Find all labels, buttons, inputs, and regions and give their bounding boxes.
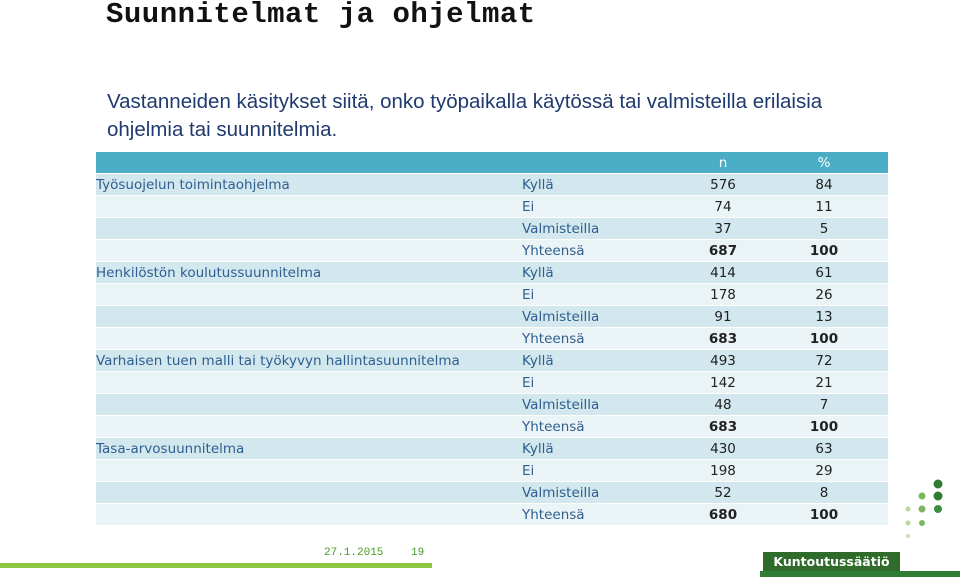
header-pct: % — [817, 154, 831, 171]
program-cell — [96, 416, 522, 437]
answer-cell: Valmisteilla — [522, 484, 600, 501]
answer-cell: Kyllä — [522, 176, 554, 193]
answer-cell: Valmisteilla — [522, 396, 600, 413]
n-cell: 683 — [708, 330, 738, 347]
brand-logo: Kuntoutussäätiö — [763, 552, 900, 571]
program-cell — [96, 284, 522, 305]
percent-cell: 11 — [815, 198, 833, 215]
table-row: Yhteensä 683 100 — [96, 328, 888, 349]
header-n: n — [718, 154, 728, 171]
header-answer — [522, 152, 686, 173]
n-cell: 37 — [714, 220, 732, 237]
percent-cell: 5 — [819, 220, 829, 237]
n-cell: 91 — [714, 308, 732, 325]
table-row: Yhteensä 680 100 — [96, 504, 888, 525]
footer-date: 27.1.2015 — [324, 547, 384, 559]
n-cell: 178 — [710, 286, 736, 303]
n-cell: 414 — [710, 264, 736, 281]
percent-cell: 63 — [815, 440, 833, 457]
program-cell — [96, 196, 522, 217]
percent-cell: 100 — [809, 242, 839, 259]
table-row: Työsuojelun toimintaohjelma Kyllä 576 84 — [96, 174, 888, 195]
program-cell — [96, 460, 522, 481]
answer-cell: Valmisteilla — [522, 308, 600, 325]
program-cell — [96, 306, 522, 327]
table-row: Henkilöstön koulutussuunnitelma Kyllä 414 6… — [96, 262, 888, 283]
footer-rule-right — [760, 571, 960, 577]
n-cell: 683 — [708, 418, 738, 435]
program-cell: Työsuojelun toimintaohjelma — [96, 176, 290, 193]
answer-cell: Yhteensä — [522, 242, 585, 259]
n-cell: 493 — [710, 352, 736, 369]
percent-cell: 100 — [809, 330, 839, 347]
n-cell: 198 — [710, 462, 736, 479]
answer-cell: Kyllä — [522, 440, 554, 457]
n-cell: 430 — [710, 440, 736, 457]
percent-cell: 13 — [815, 308, 833, 325]
answer-cell: Kyllä — [522, 264, 554, 281]
program-cell — [96, 372, 522, 393]
percent-cell: 84 — [815, 176, 833, 193]
table-row: Tasa-arvosuunnitelma Kyllä 430 63 — [96, 438, 888, 459]
program-cell: Henkilöstön koulutussuunnitelma — [96, 264, 322, 281]
program-cell — [96, 218, 522, 239]
program-cell: Varhaisen tuen malli tai työkyvyn hallin… — [96, 352, 460, 369]
program-cell: Tasa-arvosuunnitelma — [96, 440, 245, 457]
answer-cell: Valmisteilla — [522, 220, 600, 237]
table-row: Valmisteilla 48 7 — [96, 394, 888, 415]
header-program — [96, 152, 522, 173]
slide-subtitle: Vastanneiden käsitykset siitä, onko työp… — [107, 90, 823, 141]
percent-cell: 72 — [815, 352, 833, 369]
table-header-row: n % — [96, 152, 888, 173]
answer-cell: Ei — [522, 462, 535, 479]
answer-cell: Ei — [522, 198, 535, 215]
percent-cell: 100 — [809, 506, 839, 523]
table-row: Varhaisen tuen malli tai työkyvyn hallin… — [96, 350, 888, 371]
table-row: Valmisteilla 52 8 — [96, 482, 888, 503]
answer-cell: Yhteensä — [522, 330, 585, 347]
percent-cell: 100 — [809, 418, 839, 435]
answer-cell: Kyllä — [522, 352, 554, 369]
n-cell: 142 — [710, 374, 736, 391]
n-cell: 52 — [714, 484, 732, 501]
answer-cell: Yhteensä — [522, 506, 585, 523]
answer-cell: Ei — [522, 286, 535, 303]
n-cell: 687 — [708, 242, 738, 259]
answer-cell: Yhteensä — [522, 418, 585, 435]
n-cell: 680 — [708, 506, 738, 523]
percent-cell: 21 — [815, 374, 833, 391]
n-cell: 576 — [710, 176, 736, 193]
n-cell: 48 — [714, 396, 732, 413]
table-row: Ei 74 11 — [96, 196, 888, 217]
table-row: Valmisteilla 91 13 — [96, 306, 888, 327]
program-cell — [96, 328, 522, 349]
table-body: Työsuojelun toimintaohjelma Kyllä 576 84 Ei 7… — [96, 174, 888, 525]
program-cell — [96, 394, 522, 415]
table-row: Yhteensä 687 100 — [96, 240, 888, 261]
table-row: Ei 178 26 — [96, 284, 888, 305]
table-row: Valmisteilla 37 5 — [96, 218, 888, 239]
results-table: n % Työsuojelun toimintaohjelma Kyllä 576 8… — [96, 151, 888, 526]
slide-title: Suunnitelmat ja ohjelmat — [106, 0, 536, 31]
footer-rule-left — [0, 563, 432, 568]
table-row: Ei 142 21 — [96, 372, 888, 393]
decorative-dots-icon — [905, 479, 943, 538]
percent-cell: 26 — [815, 286, 833, 303]
percent-cell: 29 — [815, 462, 833, 479]
program-cell — [96, 240, 522, 261]
program-cell — [96, 482, 522, 503]
percent-cell: 8 — [819, 484, 829, 501]
table-row: Yhteensä 683 100 — [96, 416, 888, 437]
page-number: 19 — [411, 547, 425, 559]
table-row: Ei 198 29 — [96, 460, 888, 481]
percent-cell: 61 — [815, 264, 833, 281]
percent-cell: 7 — [819, 396, 829, 413]
answer-cell: Ei — [522, 374, 535, 391]
n-cell: 74 — [714, 198, 732, 215]
program-cell — [96, 504, 522, 525]
